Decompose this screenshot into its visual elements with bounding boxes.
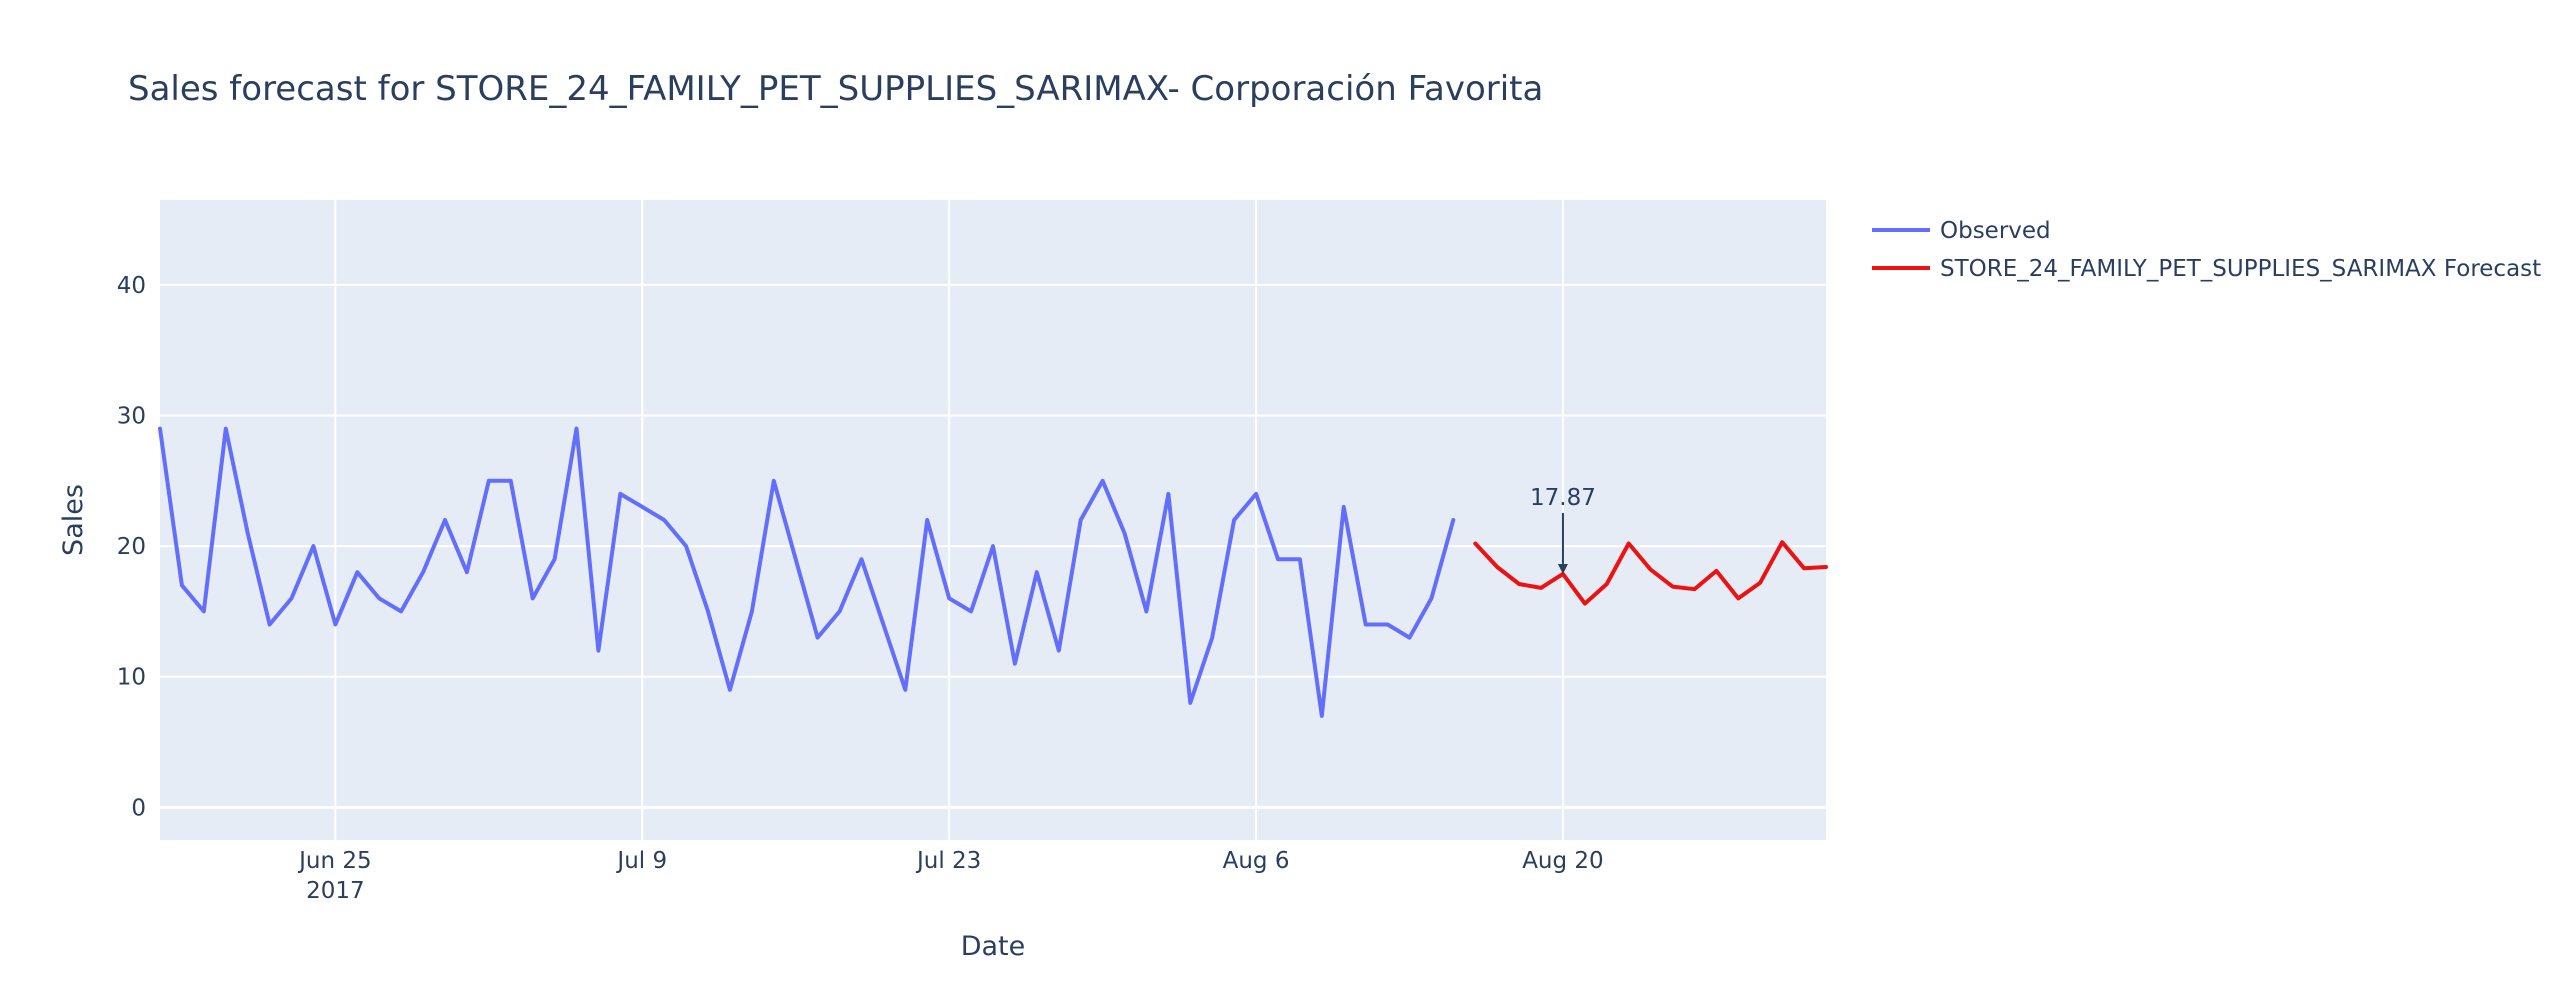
x-tick-label: Aug 20 [1522, 848, 1604, 874]
x-tick-label: Aug 6 [1223, 848, 1290, 874]
series-layer [158, 426, 1828, 718]
y-tick-label: 10 [117, 665, 146, 691]
series-line-1 [1473, 540, 1828, 606]
x-axis-ticks: Jun 25 2017 Jul 9 Jul 23 Aug 6 Aug 20 [297, 848, 1604, 904]
y-tick-label: 40 [117, 273, 146, 299]
x-tick-label: Jul 23 [915, 848, 981, 874]
x-tick-label: Jul 9 [615, 848, 667, 874]
y-tick-label: 30 [117, 404, 146, 430]
legend-label: STORE_24_FAMILY_PET_SUPPLIES_SARIMAX For… [1940, 256, 2541, 282]
legend-item-0[interactable]: Observed [1872, 218, 2051, 244]
y-axis-title: Sales [58, 484, 89, 556]
annotation-arrow-head [1557, 563, 1568, 574]
legend-item-1[interactable]: STORE_24_FAMILY_PET_SUPPLIES_SARIMAX For… [1872, 256, 2541, 282]
chart-title: Sales forecast for STORE_24_FAMILY_PET_S… [128, 69, 1543, 109]
x-tick-sublabel: 2017 [306, 878, 365, 904]
x-tick-label: Jun 25 [297, 848, 372, 874]
y-tick-label: 0 [131, 795, 146, 821]
annotation-label: 17.87 [1530, 485, 1596, 511]
legend[interactable]: Observed STORE_24_FAMILY_PET_SUPPLIES_SAR… [1872, 218, 2541, 282]
annotation-layer: 17.87 [1530, 485, 1596, 574]
y-axis-ticks: 0 10 20 30 40 [117, 273, 146, 821]
legend-label: Observed [1940, 218, 2051, 244]
series-line-0 [158, 426, 1456, 718]
plot-background [160, 200, 1826, 840]
x-axis-title: Date [961, 931, 1026, 962]
y-tick-label: 20 [117, 534, 146, 560]
